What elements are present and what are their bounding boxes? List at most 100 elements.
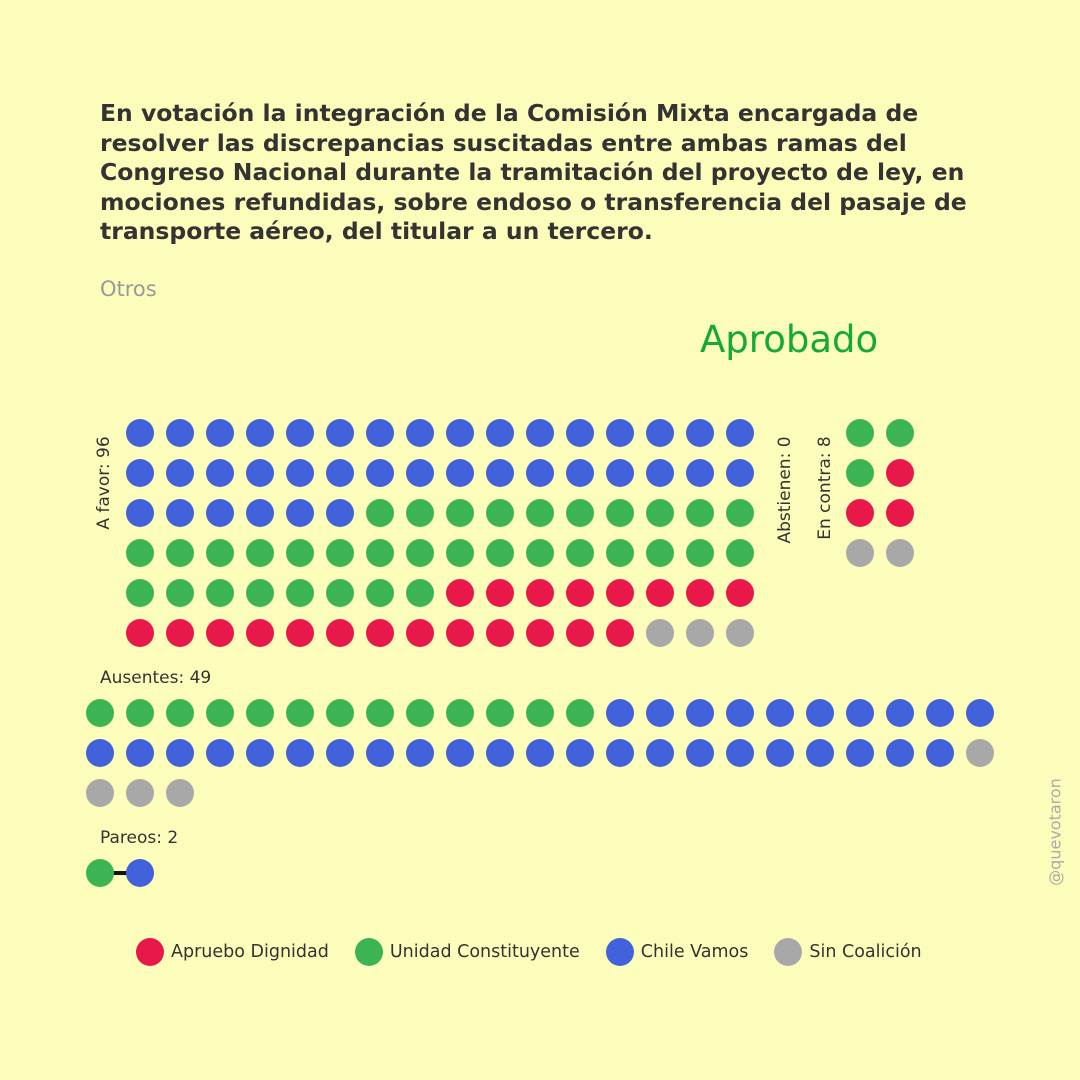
a-favor-dot-unidad-constituyente	[286, 539, 314, 567]
a-favor-dot-apruebo-dignidad	[486, 619, 514, 647]
ausentes-dot-chile-vamos	[286, 739, 314, 767]
a-favor-dot-chile-vamos	[606, 419, 634, 447]
a-favor-dot-chile-vamos	[726, 459, 754, 487]
ausentes-dot-sin-coalicion	[126, 779, 154, 807]
a-favor-dot-chile-vamos	[726, 419, 754, 447]
a-favor-dot-chile-vamos	[126, 499, 154, 527]
a-favor-dot-chile-vamos	[406, 419, 434, 447]
a-favor-dot-unidad-constituyente	[646, 499, 674, 527]
legend-swatch	[136, 938, 164, 966]
ausentes-dot-unidad-constituyente	[166, 699, 194, 727]
a-favor-dot-unidad-constituyente	[606, 539, 634, 567]
en-contra-dot-sin-coalicion	[886, 539, 914, 567]
a-favor-dot-unidad-constituyente	[726, 499, 754, 527]
ausentes-dot-chile-vamos	[326, 739, 354, 767]
a-favor-dot-chile-vamos	[286, 419, 314, 447]
a-favor-dot-unidad-constituyente	[126, 579, 154, 607]
a-favor-dot-unidad-constituyente	[686, 539, 714, 567]
a-favor-dot-chile-vamos	[126, 459, 154, 487]
a-favor-dot-chile-vamos	[686, 419, 714, 447]
ausentes-dot-unidad-constituyente	[446, 699, 474, 727]
a-favor-dot-chile-vamos	[566, 459, 594, 487]
a-favor-dot-unidad-constituyente	[406, 499, 434, 527]
ausentes-dot-sin-coalicion	[966, 739, 994, 767]
ausentes-dot-chile-vamos	[526, 739, 554, 767]
ausentes-dot-unidad-constituyente	[206, 699, 234, 727]
ausentes-dot-chile-vamos	[206, 739, 234, 767]
a-favor-dot-chile-vamos	[326, 499, 354, 527]
a-favor-dot-apruebo-dignidad	[646, 579, 674, 607]
ausentes-dot-chile-vamos	[766, 699, 794, 727]
a-favor-dot-chile-vamos	[326, 419, 354, 447]
a-favor-dot-apruebo-dignidad	[566, 619, 594, 647]
a-favor-dot-unidad-constituyente	[246, 539, 274, 567]
a-favor-dot-chile-vamos	[526, 459, 554, 487]
ausentes-dot-chile-vamos	[166, 739, 194, 767]
a-favor-dot-chile-vamos	[366, 459, 394, 487]
a-favor-dot-chile-vamos	[286, 499, 314, 527]
ausentes-dot-chile-vamos	[366, 739, 394, 767]
a-favor-dot-apruebo-dignidad	[726, 579, 754, 607]
ausentes-dot-chile-vamos	[926, 699, 954, 727]
ausentes-dot-chile-vamos	[686, 739, 714, 767]
ausentes-dot-unidad-constituyente	[526, 699, 554, 727]
a-favor-dot-unidad-constituyente	[326, 539, 354, 567]
legend-swatch	[605, 938, 634, 966]
ausentes-dot-chile-vamos	[726, 739, 754, 767]
abstienen-label: Abstienen: 0	[775, 436, 795, 544]
ausentes-dot-unidad-constituyente	[286, 699, 314, 727]
a-favor-dot-unidad-constituyente	[566, 499, 594, 527]
a-favor-dot-unidad-constituyente	[286, 579, 314, 607]
a-favor-dot-apruebo-dignidad	[126, 619, 154, 647]
a-favor-dot-unidad-constituyente	[486, 539, 514, 567]
a-favor-dot-chile-vamos	[606, 459, 634, 487]
a-favor-dot-sin-coalicion	[726, 619, 754, 647]
a-favor-dot-chile-vamos	[246, 419, 274, 447]
en-contra-dot-sin-coalicion	[846, 539, 874, 567]
a-favor-dot-apruebo-dignidad	[606, 579, 634, 607]
a-favor-dot-sin-coalicion	[686, 619, 714, 647]
ausentes-dot-chile-vamos	[246, 739, 274, 767]
watermark: @quevotaron	[1045, 778, 1065, 886]
ausentes-dot-unidad-constituyente	[566, 699, 594, 727]
legend-item-chile-vamos: Chile Vamos	[605, 938, 748, 966]
a-favor-dot-unidad-constituyente	[686, 499, 714, 527]
ausentes-dot-chile-vamos	[606, 699, 634, 727]
en-contra-dot-apruebo-dignidad	[846, 499, 874, 527]
a-favor-dot-chile-vamos	[246, 459, 274, 487]
a-favor-dot-apruebo-dignidad	[406, 619, 434, 647]
ausentes-dot-chile-vamos	[926, 739, 954, 767]
ausentes-dot-unidad-constituyente	[126, 699, 154, 727]
a-favor-dot-chile-vamos	[526, 419, 554, 447]
a-favor-dot-chile-vamos	[646, 419, 674, 447]
a-favor-dot-chile-vamos	[486, 419, 514, 447]
ausentes-dot-chile-vamos	[126, 739, 154, 767]
a-favor-dot-chile-vamos	[166, 419, 194, 447]
a-favor-dot-chile-vamos	[486, 459, 514, 487]
a-favor-dot-apruebo-dignidad	[286, 619, 314, 647]
a-favor-dot-chile-vamos	[686, 459, 714, 487]
a-favor-dot-chile-vamos	[206, 499, 234, 527]
a-favor-dot-chile-vamos	[166, 499, 194, 527]
a-favor-dot-apruebo-dignidad	[486, 579, 514, 607]
a-favor-dot-chile-vamos	[646, 459, 674, 487]
ausentes-dot-sin-coalicion	[166, 779, 194, 807]
legend: Apruebo Dignidad Unidad Constituyente Ch…	[136, 938, 948, 966]
a-favor-dot-chile-vamos	[206, 459, 234, 487]
a-favor-dot-unidad-constituyente	[206, 539, 234, 567]
legend-label: Unidad Constituyente	[389, 942, 580, 962]
ausentes-dot-chile-vamos	[886, 699, 914, 727]
a-favor-dot-unidad-constituyente	[206, 579, 234, 607]
a-favor-dot-unidad-constituyente	[646, 539, 674, 567]
a-favor-dot-unidad-constituyente	[246, 579, 274, 607]
chart-title: En votación la integración de la Comisió…	[100, 99, 967, 245]
ausentes-dot-chile-vamos	[726, 699, 754, 727]
ausentes-dot-sin-coalicion	[86, 779, 114, 807]
a-favor-dot-chile-vamos	[366, 419, 394, 447]
a-favor-dot-unidad-constituyente	[446, 539, 474, 567]
a-favor-dot-apruebo-dignidad	[326, 619, 354, 647]
ausentes-dot-chile-vamos	[846, 739, 874, 767]
a-favor-dot-unidad-constituyente	[126, 539, 154, 567]
en-contra-dot-unidad-constituyente	[886, 419, 914, 447]
legend-label: Apruebo Dignidad	[171, 942, 329, 962]
